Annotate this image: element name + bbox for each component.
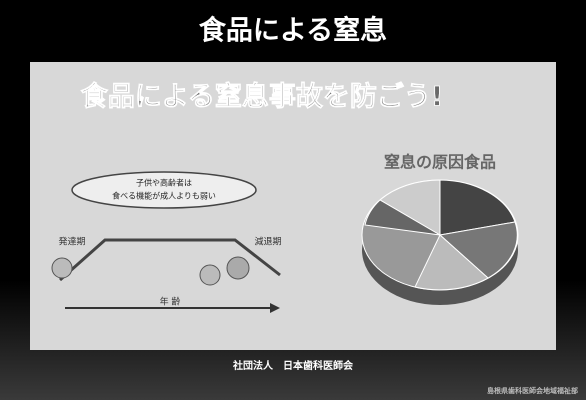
axis-arrow [270, 303, 280, 313]
child-icon [51, 257, 73, 279]
axis-label: 年 齢 [160, 296, 181, 308]
food-icon [199, 264, 221, 286]
stage-right: 減退期 [254, 236, 281, 248]
stage-left: 発達期 [58, 236, 85, 248]
footer: 島根県歯科医師会地域福祉部 [487, 386, 578, 395]
headline: 食品による窒息事故を防ごう! [81, 81, 444, 113]
pie-title: 窒息の原因食品 [384, 153, 496, 172]
food-icon [226, 256, 250, 280]
bubble-line: 子供や高齢者は [136, 178, 192, 188]
stage-line [59, 238, 281, 282]
bubble [71, 171, 257, 209]
pie-illustration [361, 179, 519, 305]
title: 食品による窒息 [199, 15, 387, 47]
caption: 社団法人 日本歯科医師会 [232, 359, 353, 372]
bubble-line: 食べる機能が成人よりも弱い [112, 191, 216, 201]
